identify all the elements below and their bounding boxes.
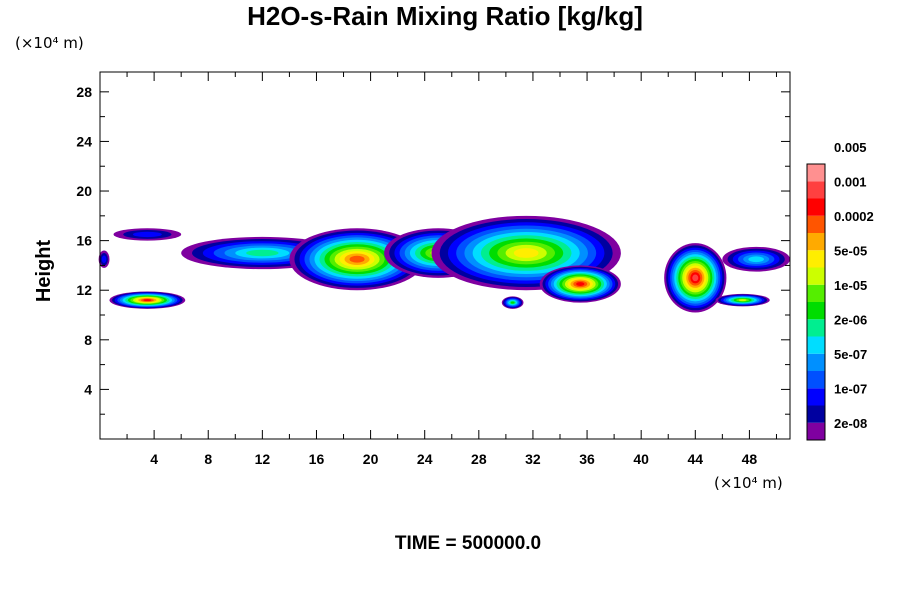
colorbar-label: 2e-08 [834,416,867,431]
cloud-region [539,265,621,303]
y-tick-label: 20 [76,183,92,199]
contour-level [143,299,152,302]
colorbar-label: 1e-07 [834,381,867,396]
x-tick-label: 48 [742,451,758,467]
x-tick-label: 32 [525,451,541,467]
colorbar-swatch [807,405,825,423]
x-tick-label: 20 [363,451,379,467]
chart-title: H2O-s-Rain Mixing Ratio [kg/kg] [247,1,643,31]
x-tick-label: 4 [150,451,158,467]
colorbar-swatch [807,164,825,182]
contour-level [510,301,515,304]
contour-level [576,282,585,286]
contour-level [748,256,764,263]
y-tick-label: 8 [84,332,92,348]
colorbar-swatch [807,284,825,302]
x-tick-label: 44 [688,451,704,467]
x-tick-label: 36 [579,451,595,467]
cloud-region [289,228,425,291]
colorbar-label: 5e-07 [834,347,867,362]
colorbar-swatch [807,198,825,216]
x-tick-label: 12 [255,451,271,467]
contour-level [246,249,279,257]
y-tick-label: 24 [76,133,92,149]
y-axis-unit-label: (×10⁴ m) [15,34,84,52]
colorbar-label: 2e-06 [834,312,867,327]
colorbar-swatch [807,422,825,440]
x-tick-label: 16 [309,451,325,467]
plot-area [98,215,790,313]
colorbar-swatch [807,336,825,354]
colorbar-swatch [807,233,825,251]
colorbar-swatch [807,250,825,268]
colorbar-swatch [807,267,825,285]
cloud-region [722,246,790,272]
y-axis-title: Height [33,240,55,303]
colorbar-label: 0.005 [834,140,867,155]
contour-level [513,248,539,258]
x-axis-unit-label: (×10⁴ m) [714,474,783,492]
colorbar-frame [806,163,826,441]
cloud-region [98,250,110,268]
plot-frame [99,71,791,440]
contour-level [132,231,162,238]
cloud-region [501,296,524,309]
colorbar-label: 0.0002 [834,209,874,224]
cloud-region [664,243,727,313]
cloud-region [113,228,182,241]
cloud-region [715,293,770,307]
y-tick-label: 4 [84,381,92,397]
colorbar-label: 5e-05 [834,243,867,258]
colorbar-swatch [807,302,825,320]
y-tick-label: 28 [76,84,92,100]
x-tick-label: 28 [471,451,487,467]
contour-level [349,255,365,263]
contour-level [692,274,699,282]
x-tick-label: 8 [204,451,212,467]
y-axis-ticks: 4 8 12 16 20 24 28 [76,84,790,415]
colorbar-swatch [807,319,825,337]
contour-level [738,299,747,302]
colorbar-label: 0.001 [834,174,867,189]
colorbar-swatch [807,371,825,389]
colorbar-swatch [807,388,825,406]
x-axis-ticks: 4 8 12 16 20 24 28 32 36 40 44 48 [126,72,777,467]
colorbar-swatch [807,353,825,371]
contour-level [101,255,107,263]
y-tick-label: 16 [76,233,92,249]
time-label: TIME = 500000.0 [395,533,541,554]
x-tick-label: 40 [633,451,649,467]
y-tick-label: 12 [76,282,92,298]
colorbar-swatch [807,215,825,233]
colorbar-label: 1e-05 [834,278,867,293]
colorbar-swatch [807,181,825,199]
cloud-region [109,291,186,309]
colorbar: 2e-08 1e-07 5e-07 2e-06 1e-05 5e-05 0.0002 0.00… [806,140,874,441]
x-tick-label: 24 [417,451,433,467]
